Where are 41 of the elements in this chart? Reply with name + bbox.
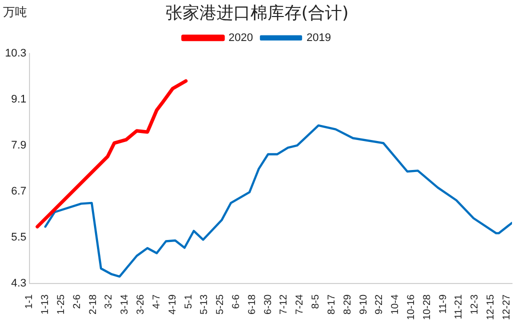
x-tick-label: 12-3 xyxy=(470,294,481,314)
y-tick-label: 6.7 xyxy=(11,185,26,198)
y-tick-label: 5.5 xyxy=(11,231,26,244)
y-tick-label: 9.1 xyxy=(11,93,26,106)
x-tick-label: 9-10 xyxy=(358,294,370,314)
x-tick-label: 4-19 xyxy=(167,294,178,314)
x-tick-label: 7-24 xyxy=(294,294,306,314)
x-tick-label: 6-6 xyxy=(230,294,242,309)
legend-label: 2020 xyxy=(228,32,254,44)
x-tick-label: 12-27 xyxy=(501,294,512,320)
x-tick-label: 1-25 xyxy=(56,294,67,314)
x-tick-label: 8-17 xyxy=(326,294,338,314)
y-tick-label: 4.3 xyxy=(11,277,26,290)
x-tick-label: 11-9 xyxy=(438,294,449,314)
x-tick-label: 10-16 xyxy=(406,294,417,320)
chart-title: 张家港进口棉库存(合计) xyxy=(165,4,349,24)
x-tick-label: 10-4 xyxy=(390,294,402,314)
x-tick-label: 6-18 xyxy=(246,294,258,314)
x-tick-label: 3-14 xyxy=(120,294,131,314)
y-tick-label: 7.9 xyxy=(11,139,26,152)
x-tick-label: 5-1 xyxy=(183,294,194,309)
x-tick-label: 2-6 xyxy=(72,294,83,309)
x-tick-label: 1-13 xyxy=(40,294,52,314)
x-tick-label: 1-1 xyxy=(24,294,36,309)
x-tick-label: 12-15 xyxy=(486,294,497,320)
y-tick-label: 10.3 xyxy=(4,47,26,60)
y-axis-title: 万吨 xyxy=(3,4,27,21)
x-tick-label: 3-2 xyxy=(104,294,115,309)
x-tick-label: 8-29 xyxy=(342,294,354,314)
x-tick-label: 11-21 xyxy=(454,294,465,320)
legend-label: 2019 xyxy=(306,32,331,44)
x-tick-label: 2-18 xyxy=(88,294,99,314)
x-tick-label: 10-28 xyxy=(422,294,433,320)
x-tick-label: 4-7 xyxy=(151,294,162,309)
x-tick-label: 3-26 xyxy=(136,294,147,314)
x-tick-label: 5-13 xyxy=(199,294,210,314)
x-tick-label: 7-12 xyxy=(278,294,290,314)
x-tick-label: 8-5 xyxy=(310,294,322,309)
x-tick-label: 9-22 xyxy=(374,294,386,314)
x-tick-label: 5-25 xyxy=(215,294,226,314)
x-tick-label: 6-30 xyxy=(262,294,274,314)
